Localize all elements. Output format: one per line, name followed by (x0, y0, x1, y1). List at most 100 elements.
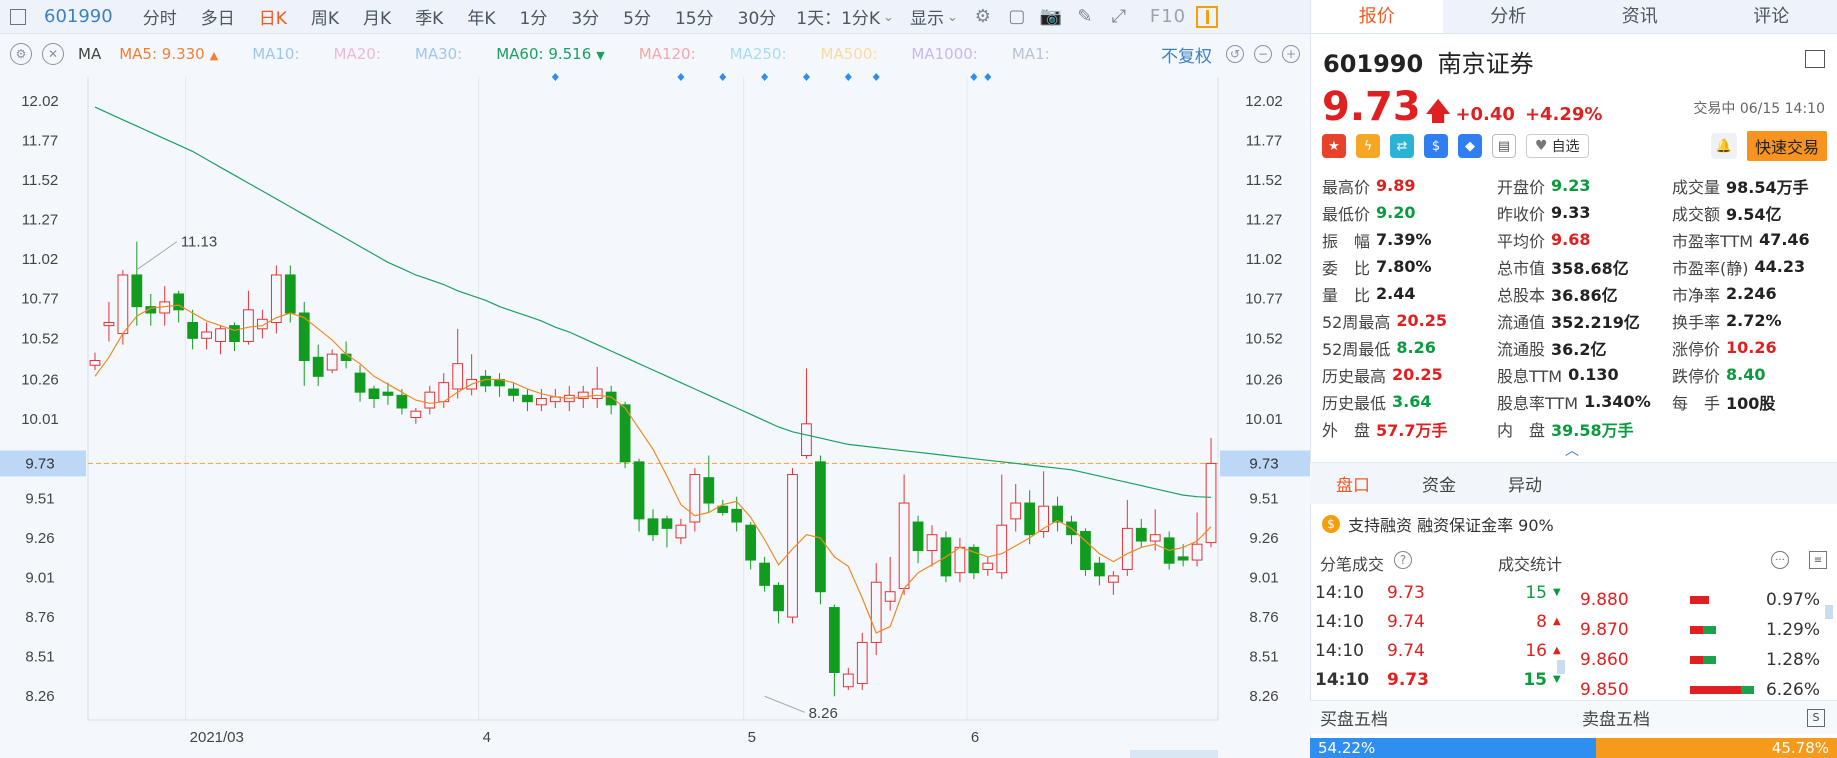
tick-scrollbar[interactable] (1557, 660, 1565, 674)
bell-icon[interactable]: 🔔 (1710, 133, 1737, 159)
add-watchlist-button[interactable]: ♥ 自选 (1526, 134, 1589, 158)
ma-item[interactable]: MA60: 9.516 ▼ (496, 45, 605, 63)
candle-body[interactable] (1080, 531, 1091, 571)
candle-body[interactable] (661, 518, 673, 529)
ma-close-icon[interactable]: ✕ (42, 43, 64, 65)
candle-body[interactable] (257, 318, 268, 330)
candle-body[interactable] (508, 388, 519, 396)
candle-body[interactable] (340, 353, 352, 361)
candle-body[interactable] (689, 474, 701, 523)
book-sub-tab[interactable]: 异动 (1508, 476, 1542, 496)
kline-chart[interactable]: 12.02 12.02 11.77 11.77 11.52 11.52 11.27 11.27… (0, 72, 1310, 758)
event-marker[interactable] (984, 73, 992, 81)
candle-body[interactable] (173, 293, 185, 311)
more-icon[interactable]: ··· (1771, 551, 1789, 569)
candle-body[interactable] (145, 306, 157, 314)
candle-body[interactable] (536, 398, 547, 406)
china-flag-icon[interactable]: ★ (1322, 134, 1346, 158)
event-marker[interactable] (844, 73, 852, 81)
undo-icon[interactable]: ↺ (1226, 45, 1244, 63)
dollar-icon[interactable]: $ (1424, 134, 1448, 158)
square-draw-icon[interactable]: ▢ (1008, 6, 1026, 27)
candle-body[interactable] (1135, 527, 1147, 542)
candle-body[interactable] (243, 309, 254, 342)
book-sub-tab[interactable]: 盘口 (1336, 476, 1370, 496)
candle-body[interactable] (745, 524, 757, 561)
chart-scrollbar[interactable] (1130, 750, 1218, 758)
candle-body[interactable] (619, 404, 631, 463)
switch-icon[interactable]: S (1807, 708, 1825, 727)
news-icon[interactable]: ▤ (1492, 134, 1516, 158)
candle-body[interactable] (229, 325, 240, 342)
candle-body[interactable] (1149, 534, 1161, 542)
candle-body[interactable] (284, 274, 296, 314)
candle-body[interactable] (103, 321, 115, 327)
panel-toggle-icon[interactable] (1196, 5, 1219, 28)
candle-body[interactable] (731, 508, 743, 523)
display-select[interactable]: 显示 (902, 4, 966, 29)
fullscreen-icon[interactable]: ⤢ (1111, 6, 1127, 27)
period-tab[interactable]: 1分 (519, 9, 548, 29)
quick-trade-button[interactable]: 快速交易 (1746, 131, 1827, 161)
candle-body[interactable] (591, 388, 603, 399)
event-marker[interactable] (761, 73, 769, 81)
period-tab[interactable]: 3分 (571, 9, 600, 29)
event-marker[interactable] (719, 73, 727, 81)
stat-list[interactable]: 9.880 0.97% 9.870 1.29% 9.860 1.28% 9.850 6.26% (1580, 585, 1820, 705)
lightning-icon[interactable]: ϟ (1356, 134, 1380, 158)
ma-item[interactable]: MA5: 9.330 ▲ (119, 45, 218, 63)
candle-body[interactable] (968, 546, 980, 574)
help-icon[interactable]: ? (1394, 551, 1413, 569)
quote-tab[interactable]: 评论 (1753, 6, 1790, 27)
candle-body[interactable] (898, 502, 910, 590)
candle-body[interactable] (787, 474, 798, 618)
candle-body[interactable] (926, 534, 938, 552)
event-marker[interactable] (677, 73, 685, 81)
period-tab[interactable]: 季K (415, 9, 444, 29)
candle-body[interactable] (424, 391, 436, 409)
candle-body[interactable] (312, 356, 324, 377)
candle-body[interactable] (759, 562, 770, 586)
zoom-in-icon[interactable]: + (1282, 45, 1300, 63)
candle-body[interactable] (884, 591, 896, 602)
candle-body[interactable] (815, 461, 826, 593)
candle-body[interactable] (703, 477, 715, 504)
candle-body[interactable] (326, 353, 338, 371)
candle-body[interactable] (215, 328, 226, 342)
candle-body[interactable] (954, 546, 966, 574)
candle-body[interactable] (1177, 556, 1189, 561)
candle-body[interactable] (410, 410, 422, 419)
candle-body[interactable] (298, 312, 310, 361)
period-tab[interactable]: 日K (258, 9, 287, 29)
camera-icon[interactable]: 📷 (1039, 6, 1063, 27)
quote-tab[interactable]: 分析 (1490, 6, 1527, 27)
period-tab[interactable]: 月K (363, 9, 392, 29)
candle-body[interactable] (870, 581, 882, 643)
candle-body[interactable] (1121, 527, 1133, 571)
detail-icon[interactable]: ≡ (1809, 551, 1827, 569)
candle-body[interactable] (647, 518, 659, 536)
event-marker[interactable] (872, 73, 880, 81)
candle-body[interactable] (577, 391, 589, 400)
candle-body[interactable] (187, 321, 199, 339)
pencil-icon[interactable]: ✎ (1077, 6, 1093, 27)
event-marker[interactable] (551, 73, 559, 81)
period-tab[interactable]: 15分 (674, 9, 714, 29)
quote-tab[interactable]: 资讯 (1621, 6, 1658, 27)
candle-body[interactable] (801, 423, 812, 457)
period-tab[interactable]: 年K (467, 9, 496, 29)
period-tab[interactable]: 分时 (142, 9, 177, 29)
ma-item[interactable]: MA1: (1012, 45, 1050, 63)
candle-body[interactable] (633, 461, 645, 520)
settings-gear-icon[interactable]: ⚙ (974, 6, 991, 27)
candle-body[interactable] (842, 673, 854, 688)
quote-tab[interactable]: 报价 (1311, 0, 1443, 33)
period-tab[interactable]: 周K (310, 9, 340, 29)
candle-body[interactable] (1107, 575, 1119, 583)
candle-body[interactable] (1024, 502, 1036, 536)
candle-body[interactable] (201, 331, 212, 339)
zoom-out-icon[interactable]: − (1254, 45, 1272, 63)
shuffle-icon[interactable]: ⇄ (1390, 134, 1414, 158)
candle-body[interactable] (717, 505, 729, 514)
stock-code-link[interactable]: 601990 (44, 6, 113, 27)
